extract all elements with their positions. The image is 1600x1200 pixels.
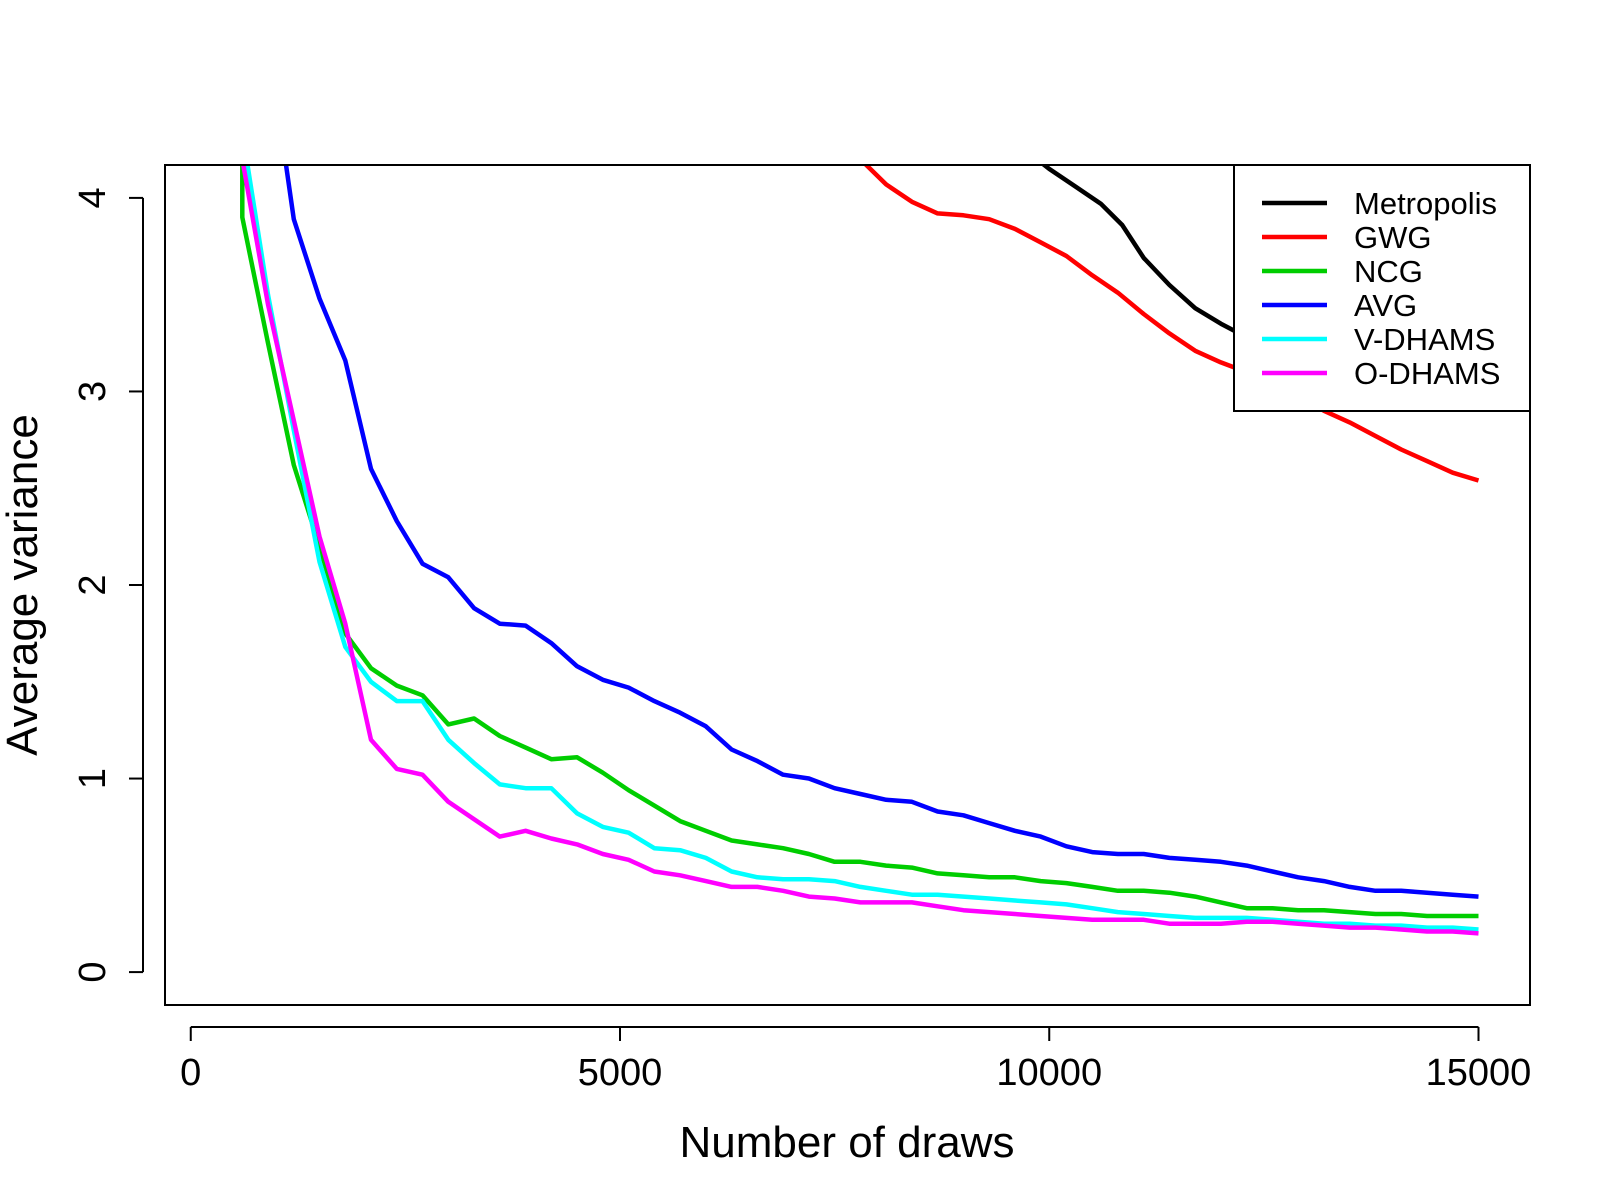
x-tick-label: 0 [180, 1052, 201, 1094]
y-tick-label: 2 [72, 574, 114, 595]
legend-label-gwg: GWG [1354, 220, 1432, 255]
legend-label-metropolis: Metropolis [1354, 186, 1497, 221]
x-tick-label: 10000 [996, 1052, 1102, 1094]
y-tick-label: 1 [72, 768, 114, 789]
series-line-metropolis [1040, 165, 1248, 340]
x-axis-title: Number of draws [679, 1118, 1014, 1167]
legend-label-v-dhams: V-DHAMS [1354, 322, 1495, 357]
legend-label-ncg: NCG [1354, 254, 1423, 289]
y-tick-label: 3 [72, 381, 114, 402]
series-line-gwg [863, 165, 1480, 483]
x-tick-label: 15000 [1426, 1052, 1532, 1094]
y-tick-label: 0 [72, 962, 114, 983]
legend-box [1233, 164, 1531, 412]
plot-frame [164, 164, 1531, 1006]
y-tick-label: 4 [72, 187, 114, 208]
legend-label-o-dhams: O-DHAMS [1354, 356, 1500, 391]
y-axis: 0 1 2 3 4 [72, 187, 144, 983]
y-axis-title: Average variance [0, 414, 47, 756]
x-tick-label: 5000 [578, 1052, 663, 1094]
series-layer [240, 165, 1480, 936]
series-line-avg [283, 165, 1479, 899]
series-line-o-dhams [241, 165, 1479, 936]
series-line-ncg [240, 165, 1479, 919]
x-axis: 0 5000 10000 15000 [180, 1026, 1532, 1094]
legend-label-avg: AVG [1354, 288, 1417, 323]
